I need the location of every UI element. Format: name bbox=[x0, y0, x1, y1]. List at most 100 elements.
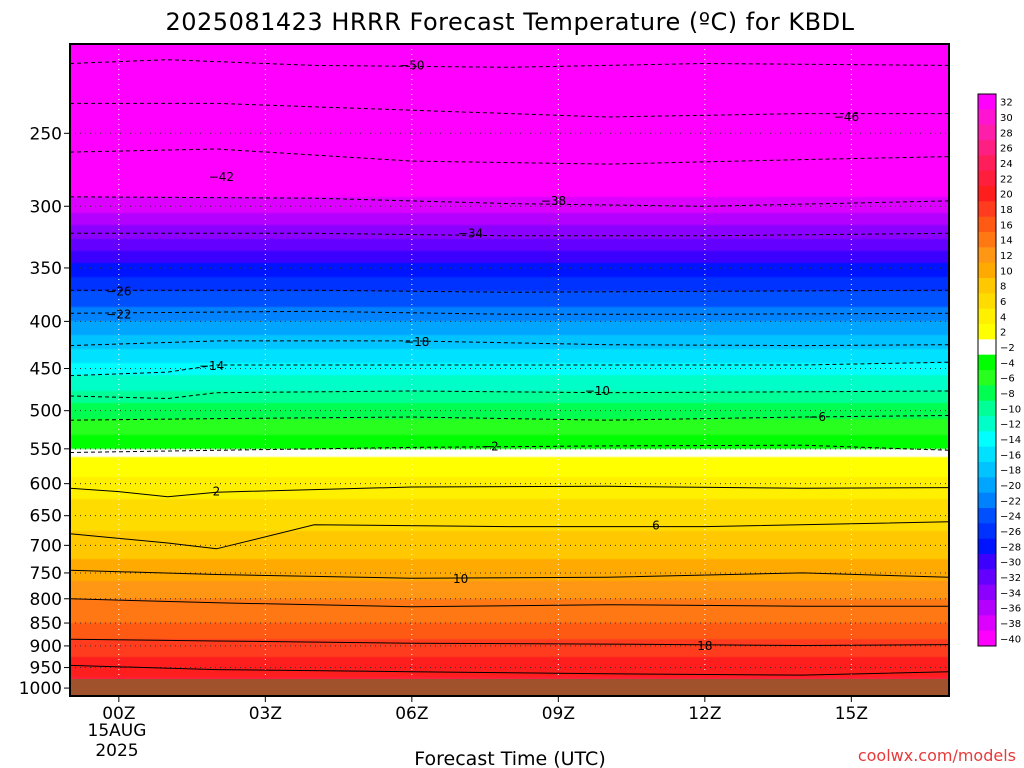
isotherm-label: −46 bbox=[834, 110, 859, 124]
x-tick-label: 06Z bbox=[395, 704, 428, 724]
colorbar-label: 24 bbox=[1000, 159, 1013, 170]
y-tick-label: 1000 bbox=[19, 679, 62, 699]
colorbar-swatch bbox=[978, 278, 996, 294]
x-tick-label: 03Z bbox=[249, 704, 282, 724]
colorbar-swatch bbox=[978, 339, 996, 356]
isotherm-label: −26 bbox=[106, 284, 131, 298]
ground-surface bbox=[70, 679, 949, 696]
y-tick-label: 250 bbox=[30, 124, 62, 144]
colorbar-swatch bbox=[978, 523, 996, 540]
colorbar-label: −26 bbox=[1000, 527, 1021, 538]
y-tick-label: 600 bbox=[30, 475, 62, 495]
colorbar-swatch bbox=[978, 630, 996, 647]
x-axis-label: Forecast Time (UTC) bbox=[414, 748, 605, 768]
colorbar-swatch bbox=[978, 247, 996, 264]
y-tick-label: 500 bbox=[30, 402, 62, 422]
colorbar-label: 14 bbox=[1000, 236, 1013, 247]
start-date-day: 15AUG bbox=[88, 721, 147, 741]
colorbar-swatch bbox=[978, 155, 996, 172]
y-tick-label: 400 bbox=[30, 312, 62, 332]
colorbar-label: −28 bbox=[1000, 542, 1021, 553]
isotherm-line bbox=[70, 59, 949, 68]
colorbar-label: −2 bbox=[1000, 343, 1015, 354]
colorbar-label: −22 bbox=[1000, 496, 1021, 507]
colorbar-label: −30 bbox=[1000, 558, 1021, 569]
colorbar-label: 10 bbox=[1000, 266, 1013, 277]
colorbar-label: −14 bbox=[1000, 435, 1021, 446]
colorbar: 32 30 28 26 24 22 20 18 16 14 12 10 8 6 4 2 −2 −4 −6 −8 −10 −… bbox=[977, 93, 1021, 647]
plot-frame bbox=[69, 43, 950, 697]
colorbar-swatch bbox=[978, 477, 996, 494]
colorbar-label: −38 bbox=[1000, 619, 1021, 630]
colorbar-swatch bbox=[978, 462, 996, 478]
colorbar-swatch bbox=[978, 615, 996, 632]
isotherm-label: 18 bbox=[697, 639, 712, 653]
colorbar-label: 18 bbox=[1000, 205, 1013, 216]
isotherm-line bbox=[70, 102, 949, 118]
colorbar-swatch bbox=[978, 262, 996, 279]
colorbar-swatch bbox=[978, 584, 996, 601]
y-tick-label: 750 bbox=[30, 564, 62, 584]
colorbar-label: −12 bbox=[1000, 420, 1021, 431]
isotherm-label: −34 bbox=[458, 226, 483, 240]
colorbar-label: 4 bbox=[1000, 312, 1006, 323]
isotherm-line bbox=[70, 485, 949, 498]
colorbar-swatch bbox=[978, 293, 996, 310]
isotherm-line bbox=[70, 289, 949, 293]
y-tick-label: 300 bbox=[30, 197, 62, 217]
colorbar-swatch bbox=[978, 446, 996, 463]
start-date-year: 2025 bbox=[95, 741, 138, 761]
colorbar-swatch bbox=[978, 492, 996, 509]
isotherm-label: 10 bbox=[453, 572, 468, 586]
colorbar-swatch bbox=[978, 400, 996, 417]
colorbar-label: 16 bbox=[1000, 220, 1013, 231]
colorbar-swatch bbox=[978, 385, 996, 402]
isotherm-line bbox=[70, 340, 949, 347]
colorbar-swatch bbox=[978, 140, 996, 156]
grid-lines bbox=[70, 44, 949, 696]
y-tick-label: 700 bbox=[30, 536, 62, 556]
x-tick-label: 12Z bbox=[688, 704, 721, 724]
colorbar-swatch bbox=[978, 324, 996, 340]
colorbar-label: −18 bbox=[1000, 466, 1021, 477]
y-tick-label: 900 bbox=[30, 637, 62, 657]
credit-link[interactable]: coolwx.com/models bbox=[858, 746, 1016, 765]
chart-title: 2025081423 HRRR Forecast Temperature (ºC… bbox=[166, 8, 855, 36]
isotherm-label: −22 bbox=[106, 307, 131, 321]
isotherm-label: 2 bbox=[213, 485, 221, 499]
colorbar-label: −24 bbox=[1000, 512, 1021, 523]
x-tick-label: 00Z bbox=[102, 704, 135, 724]
isotherm-label: −2 bbox=[481, 440, 499, 454]
x-tick-label: 15Z bbox=[835, 704, 868, 724]
colorbar-swatch bbox=[978, 370, 996, 386]
colorbar-label: 30 bbox=[1000, 113, 1013, 124]
colorbar-label: −10 bbox=[1000, 404, 1021, 415]
colorbar-label: −20 bbox=[1000, 481, 1021, 492]
isotherm-line bbox=[70, 232, 949, 237]
y-tick-label: 550 bbox=[30, 440, 62, 460]
colorbar-label: 12 bbox=[1000, 251, 1013, 262]
isotherm-label: −14 bbox=[199, 359, 224, 373]
colorbar-label: −6 bbox=[1000, 374, 1015, 385]
x-tick-label: 09Z bbox=[542, 704, 575, 724]
colorbar-swatch bbox=[978, 354, 996, 371]
colorbar-swatch bbox=[978, 170, 996, 187]
isotherm-line bbox=[70, 148, 949, 165]
y-tick-label: 350 bbox=[30, 259, 62, 279]
time-axis: 00Z 03Z 06Z 09Z 12Z 15Z bbox=[102, 696, 868, 724]
y-tick-label: 850 bbox=[30, 614, 62, 634]
colorbar-swatch bbox=[978, 416, 996, 432]
colorbar-swatch bbox=[978, 109, 996, 126]
colorbar-swatch bbox=[978, 216, 996, 233]
colorbar-label: −34 bbox=[1000, 588, 1021, 599]
isotherm-label: −50 bbox=[399, 58, 424, 72]
colorbar-swatch bbox=[978, 201, 996, 218]
colorbar-label: 8 bbox=[1000, 282, 1006, 293]
colorbar-swatch bbox=[978, 554, 996, 570]
colorbar-swatch bbox=[978, 232, 996, 248]
colorbar-label: 26 bbox=[1000, 144, 1013, 155]
isotherm-line bbox=[70, 598, 949, 608]
isotherm-line bbox=[70, 310, 949, 315]
isotherm-label: −38 bbox=[541, 194, 566, 208]
